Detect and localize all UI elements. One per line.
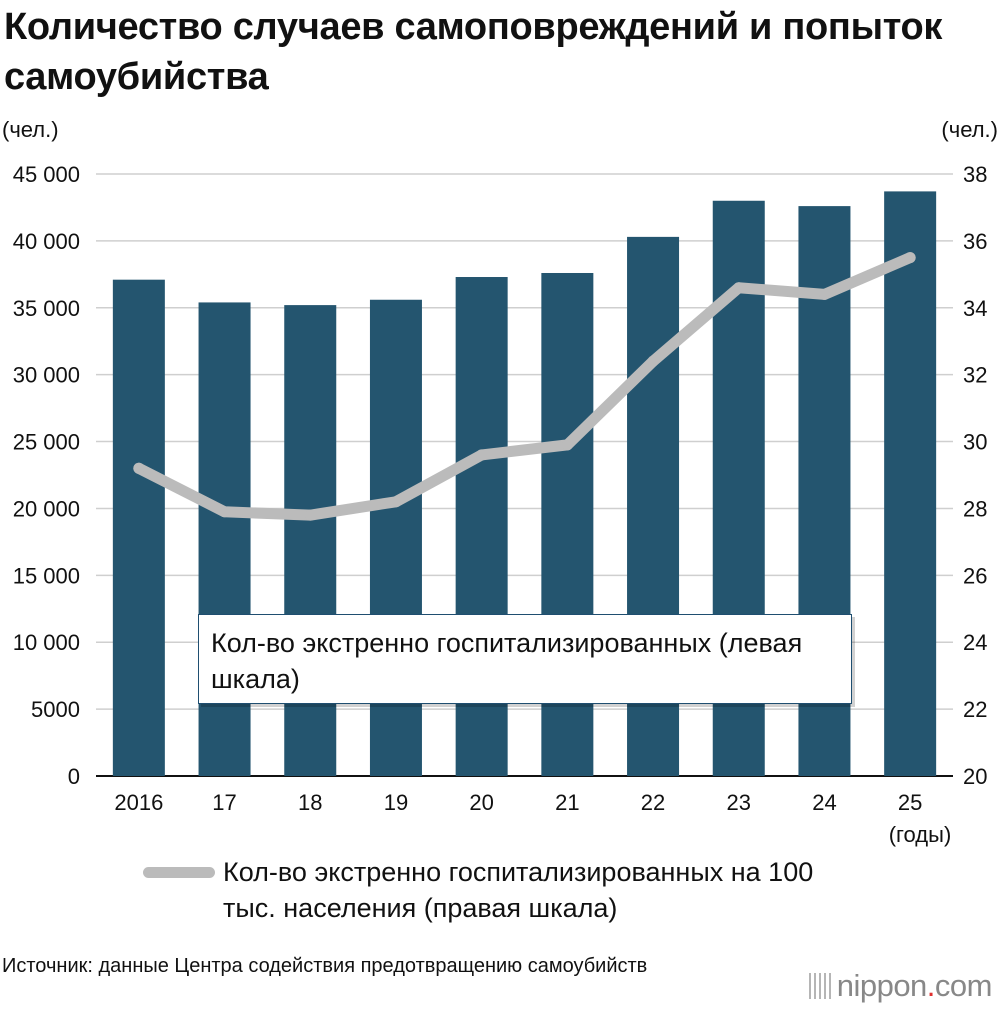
line-point-18 bbox=[304, 509, 316, 521]
right-tick-label: 38 bbox=[963, 162, 987, 187]
line-series-legend-label: Кол-во экстренно госпитализированных на … bbox=[223, 857, 814, 923]
right-tick-label: 34 bbox=[963, 296, 987, 321]
left-tick-label: 35 000 bbox=[13, 296, 80, 321]
bar-series-legend-label: Кол-во экстренно госпитализированных (ле… bbox=[211, 628, 803, 694]
bar-25 bbox=[884, 191, 937, 776]
x-tick-label: 2016 bbox=[114, 790, 163, 815]
line-point-17 bbox=[219, 506, 231, 518]
x-tick-label: 17 bbox=[212, 790, 236, 815]
left-tick-label: 40 000 bbox=[13, 229, 80, 254]
source-note: Источник: данные Центра содействия предо… bbox=[2, 955, 648, 977]
bar-2016 bbox=[112, 279, 165, 776]
x-tick-label: 19 bbox=[384, 790, 408, 815]
line-point-21 bbox=[561, 439, 573, 451]
line-series-path bbox=[133, 252, 916, 521]
x-tick-label: 20 bbox=[469, 790, 493, 815]
line-point-2016 bbox=[133, 462, 145, 474]
line-point-20 bbox=[476, 449, 488, 461]
x-tick-label: 21 bbox=[555, 790, 579, 815]
nippon-logo: nippon.com bbox=[808, 968, 993, 1004]
line-point-22 bbox=[647, 355, 659, 367]
chart-title: Количество случаев самоповреждений и поп… bbox=[4, 6, 943, 98]
right-axis-unit: (чел.) bbox=[941, 117, 998, 142]
right-tick-label: 24 bbox=[963, 630, 987, 655]
x-tick-label: 25 bbox=[898, 790, 922, 815]
right-tick-label: 22 bbox=[963, 697, 987, 722]
line-series-legend: Кол-во экстренно госпитализированных на … bbox=[143, 854, 823, 926]
line-point-23 bbox=[733, 282, 745, 294]
right-tick-label: 26 bbox=[963, 563, 987, 588]
line-point-24 bbox=[818, 288, 830, 300]
right-axis: 20 22 24 26 28 30 32 34 36 38 bbox=[963, 162, 987, 789]
bar-18 bbox=[284, 305, 337, 776]
bar-series-legend: Кол-во экстренно госпитализированных (ле… bbox=[198, 614, 852, 704]
right-tick-label: 20 bbox=[963, 764, 987, 789]
x-tick-label: 24 bbox=[812, 790, 836, 815]
logo-text: nippon.com bbox=[836, 968, 993, 1003]
x-tick-label: 18 bbox=[298, 790, 322, 815]
x-tick-label: 23 bbox=[727, 790, 751, 815]
right-tick-label: 32 bbox=[963, 363, 987, 388]
left-tick-label: 25 000 bbox=[13, 430, 80, 455]
left-axis-unit: (чел.) bbox=[2, 117, 59, 142]
right-tick-label: 30 bbox=[963, 430, 987, 455]
line-legend-swatch bbox=[143, 867, 215, 878]
bar-17 bbox=[198, 302, 251, 776]
line-point-25 bbox=[904, 252, 916, 264]
bar-19 bbox=[369, 299, 422, 776]
x-axis: 2016 17 18 19 20 21 22 23 24 25 bbox=[114, 790, 922, 815]
x-axis-unit: (годы) bbox=[889, 822, 952, 847]
nippon-logo-icon bbox=[808, 973, 831, 999]
chart-plot: 0 5000 10 000 15 000 20 000 25 000 30 000 35 00… bbox=[13, 162, 988, 847]
line-point-19 bbox=[390, 496, 402, 508]
x-tick-label: 22 bbox=[641, 790, 665, 815]
left-tick-label: 5000 bbox=[31, 697, 80, 722]
left-axis: 0 5000 10 000 15 000 20 000 25 000 30 000 35 00… bbox=[13, 162, 80, 789]
left-tick-label: 15 000 bbox=[13, 563, 80, 588]
left-tick-label: 20 000 bbox=[13, 496, 80, 521]
right-tick-label: 28 bbox=[963, 496, 987, 521]
left-tick-label: 45 000 bbox=[13, 162, 80, 187]
left-tick-label: 30 000 bbox=[13, 363, 80, 388]
left-tick-label: 0 bbox=[68, 764, 80, 789]
right-tick-label: 36 bbox=[963, 229, 987, 254]
left-tick-label: 10 000 bbox=[13, 630, 80, 655]
line-series bbox=[133, 252, 916, 521]
